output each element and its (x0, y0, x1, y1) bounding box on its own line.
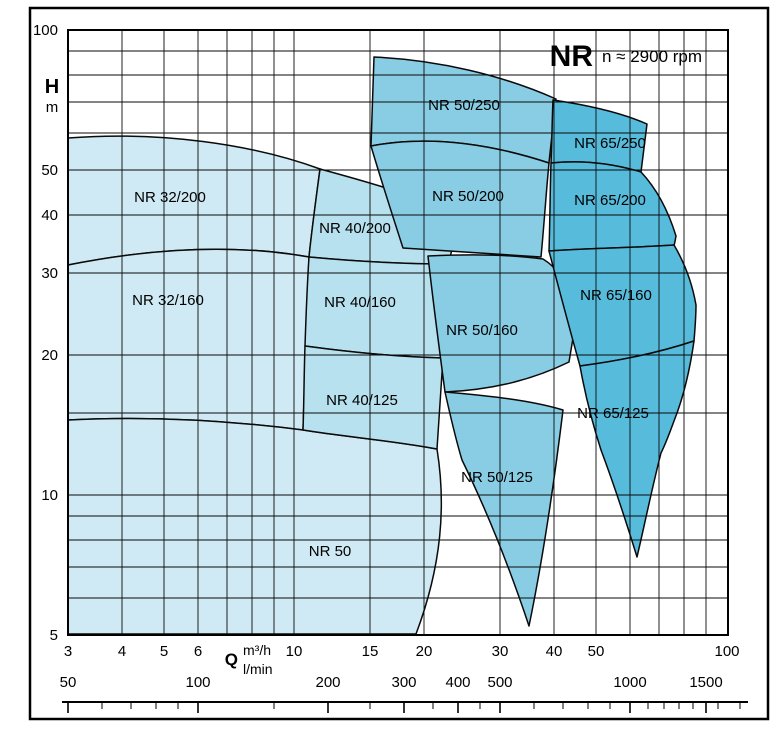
x-tick-label-m3h: 6 (194, 643, 202, 660)
region-label-nr40-160: NR 40/160 (324, 294, 396, 311)
lmin-ruler (62, 701, 748, 713)
x-axis-name: Q (225, 650, 238, 669)
y-tick-label: 50 (41, 162, 58, 179)
chart-title-series: NR (550, 40, 594, 73)
x-tick-label-m3h: 20 (416, 643, 433, 660)
x-tick-label-lmin: 50 (60, 674, 77, 691)
x-tick-label-lmin: 100 (185, 674, 210, 691)
lmin-ruler-major-ticks (67, 702, 707, 713)
x-tick-label-m3h: 3 (64, 643, 72, 660)
grid-horizontal-lines (68, 50, 728, 599)
y-tick-label: 40 (41, 207, 58, 224)
region-nr32-160 (67, 248, 310, 431)
y-tick-label: 10 (41, 487, 58, 504)
region-nr50-160 (427, 254, 579, 393)
region-labels: NR 32/200 NR 32/160 NR 40/200 NR 40/160 … (132, 97, 652, 560)
region-nr50-125 (444, 391, 564, 627)
x-tick-label-lmin: 1000 (613, 674, 646, 691)
region-label-nr32-160: NR 32/160 (132, 292, 204, 309)
region-label-nr40-125: NR 40/125 (326, 392, 398, 409)
x-tick-label-m3h: 10 (286, 643, 303, 660)
y-axis-unit: m (46, 99, 59, 116)
x-tick-label-lmin: 300 (391, 674, 416, 691)
x-axis-unit-m3h: m³/h (243, 642, 271, 658)
x-tick-label-lmin: 500 (487, 674, 512, 691)
region-label-nr65-125: NR 65/125 (577, 405, 649, 422)
y-tick-label: 5 (50, 627, 58, 644)
region-label-nr65-200: NR 65/200 (574, 192, 646, 209)
x-tick-label-m3h: 100 (714, 643, 739, 660)
region-label-nr50-160: NR 50/160 (446, 322, 518, 339)
region-nr65-125 (579, 340, 695, 558)
region-label-nr32-200: NR 32/200 (134, 189, 206, 206)
region-nr50-mono (67, 417, 443, 635)
region-label-nr50-125: NR 50/125 (461, 469, 533, 486)
lmin-ruler-minor-ticks (101, 702, 741, 709)
region-label-nr40-200: NR 40/200 (319, 220, 391, 237)
y-tick-label: 30 (41, 265, 58, 282)
x-tick-label-m3h: 5 (160, 643, 168, 660)
y-tick-label: 20 (41, 347, 58, 364)
x-tick-label-m3h: 4 (118, 643, 126, 660)
chart-title-speed: n ≈ 2900 rpm (602, 47, 702, 66)
region-label-nr50-200: NR 50/200 (432, 188, 504, 205)
x-tick-label-m3h: 40 (546, 643, 563, 660)
region-nr65-200 (548, 161, 677, 252)
plot-frame (67, 29, 729, 636)
x-tick-label-m3h: 50 (588, 643, 605, 660)
grid-vertical-lines (121, 30, 707, 635)
y-tick-labels: 100 50 40 30 20 10 5 (33, 22, 58, 644)
region-label-nr50-mono: NR 50 (309, 543, 352, 560)
region-nr40-125 (302, 345, 444, 450)
region-label-nr50-250: NR 50/250 (428, 97, 500, 114)
x-axis-unit-lmin: l/min (243, 661, 273, 677)
x-tick-label-lmin: 1500 (689, 674, 722, 691)
region-label-nr65-160: NR 65/160 (580, 287, 652, 304)
outer-frame (28, 6, 770, 721)
x-tick-label-lmin: 400 (445, 674, 470, 691)
x-tick-labels-lmin: 50 100 200 300 400 500 1000 1500 (60, 674, 723, 691)
y-axis-name: H (45, 76, 59, 98)
x-tick-label-m3h: 15 (362, 643, 379, 660)
x-tick-label-lmin: 200 (315, 674, 340, 691)
x-tick-label-m3h: 30 (492, 643, 509, 660)
x-tick-labels-m3h: 3 4 5 6 10 15 20 30 40 50 100 (64, 643, 740, 660)
y-tick-label: 100 (33, 22, 58, 39)
region-label-nr65-250: NR 65/250 (574, 135, 646, 152)
pump-regions (67, 56, 697, 635)
